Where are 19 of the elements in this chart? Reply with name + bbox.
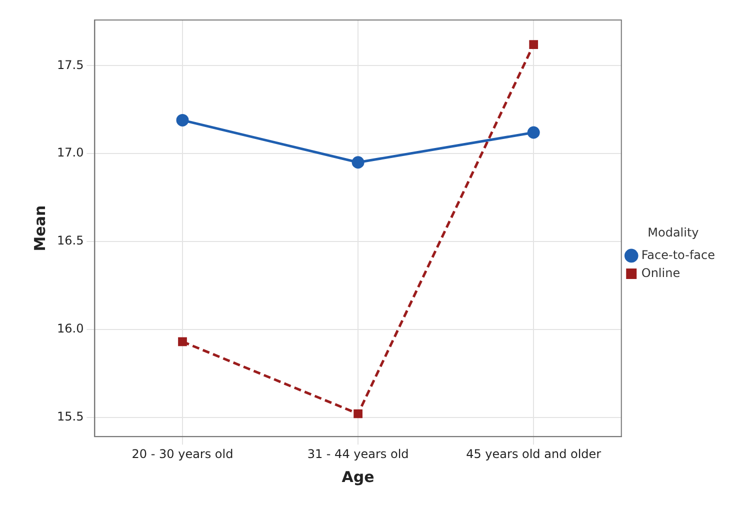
x-tick-label: 31 - 44 years old	[307, 446, 409, 461]
y-axis-title: Mean	[30, 205, 49, 252]
x-axis-title: Age	[342, 468, 374, 486]
legend-title: Modality	[648, 225, 699, 240]
y-tick-label: 16.0	[57, 322, 84, 336]
point	[529, 40, 538, 50]
y-tick-label: 17.0	[57, 146, 84, 160]
legend-label: Face-to-face	[641, 248, 715, 262]
point	[352, 156, 364, 169]
point	[178, 337, 187, 346]
y-tick-label: 15.5	[57, 409, 84, 424]
point	[354, 409, 362, 418]
y-tick-label: 16.5	[57, 234, 84, 248]
x-tick-label: 20 - 30 years old	[132, 446, 234, 461]
point	[176, 114, 189, 126]
y-tick-label: 17.5	[57, 58, 84, 72]
x-tick-label: 45 years old and older	[466, 446, 602, 461]
legend-label: Online	[641, 266, 680, 280]
point	[527, 126, 540, 139]
